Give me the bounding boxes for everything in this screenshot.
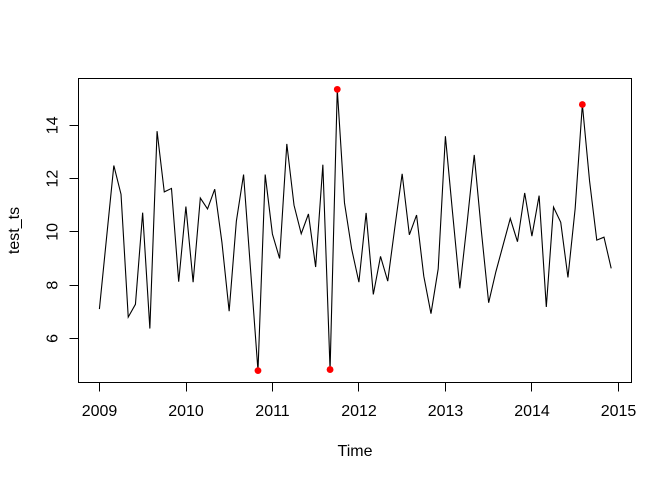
- svg-text:2014: 2014: [514, 403, 550, 420]
- svg-text:Time: Time: [338, 443, 373, 460]
- svg-text:2010: 2010: [168, 403, 204, 420]
- svg-text:8: 8: [45, 281, 62, 290]
- svg-text:2013: 2013: [428, 403, 464, 420]
- svg-text:10: 10: [45, 223, 62, 241]
- svg-text:14: 14: [45, 116, 62, 134]
- svg-text:2012: 2012: [341, 403, 377, 420]
- svg-text:2011: 2011: [255, 403, 290, 420]
- svg-text:12: 12: [45, 170, 62, 188]
- svg-text:2009: 2009: [82, 403, 118, 420]
- svg-text:2015: 2015: [601, 403, 637, 420]
- svg-text:6: 6: [45, 334, 62, 343]
- svg-text:test_ts: test_ts: [6, 207, 23, 254]
